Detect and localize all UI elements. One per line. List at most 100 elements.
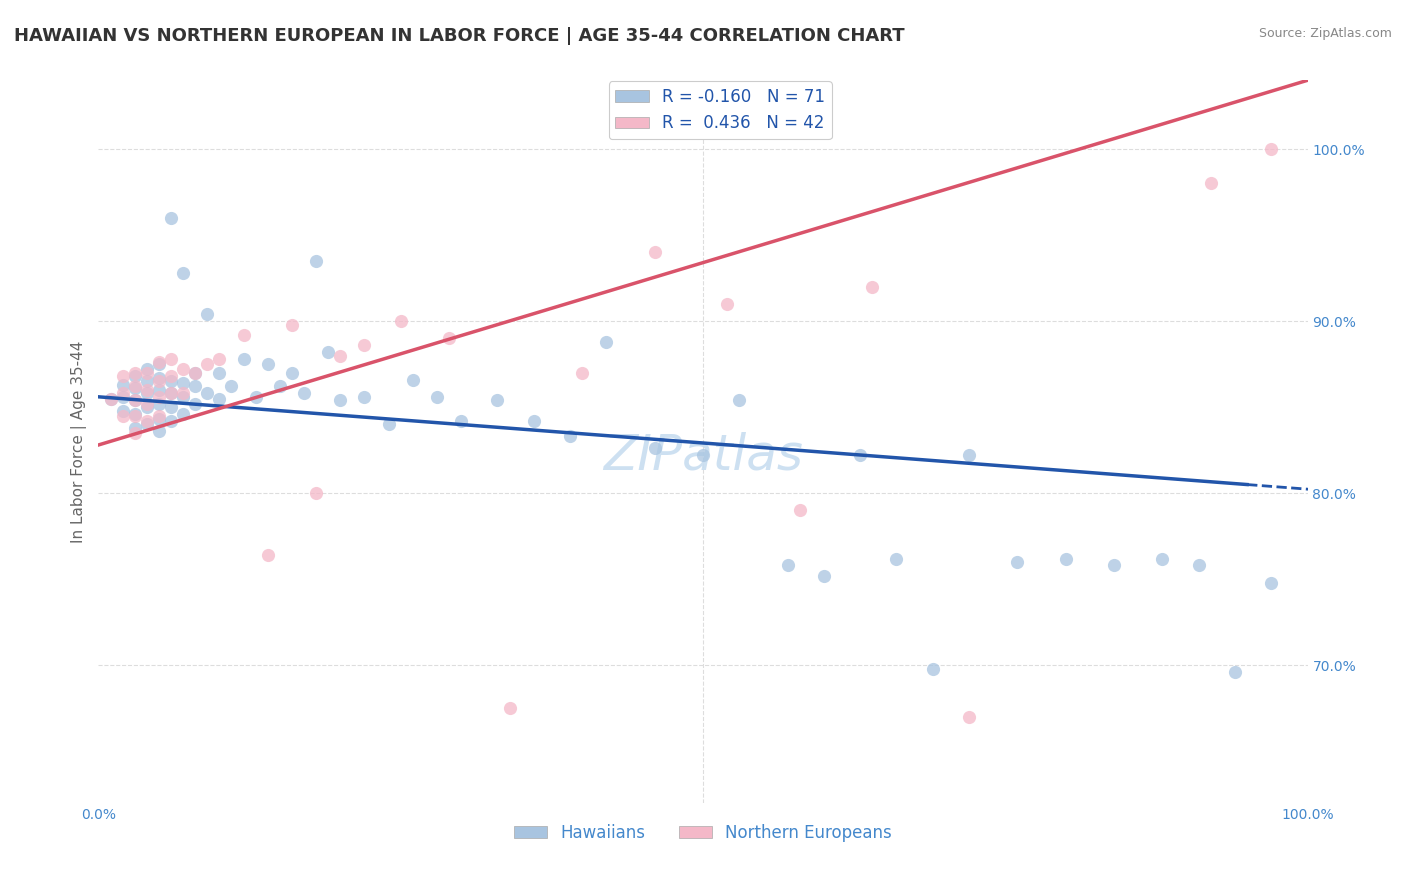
Point [148,375,170,389]
Point [160,386,183,401]
Point [124,393,146,408]
Point [595,334,617,349]
Point [160,414,183,428]
Point [716,297,738,311]
Point [789,503,811,517]
Point [135,400,157,414]
Point [450,414,472,428]
Point [184,366,207,380]
Point [148,412,170,426]
Point [571,366,593,380]
Point [124,421,146,435]
Point [100,392,122,406]
Point [644,245,666,260]
Point [232,327,254,342]
Point [860,279,883,293]
Point [124,409,146,423]
Point [195,307,218,321]
Point [148,371,170,385]
Point [135,414,157,428]
Point [437,331,460,345]
Point [329,349,352,363]
Point [111,377,134,392]
Point [486,393,509,408]
Point [221,379,243,393]
Point [316,345,339,359]
Point [208,392,231,406]
Point [644,442,666,456]
Point [135,397,157,411]
Text: ZIPatlas: ZIPatlas [603,432,803,480]
Point [111,409,134,423]
Point [886,551,908,566]
Point [305,254,328,268]
Point [558,429,581,443]
Point [135,386,157,401]
Point [160,211,183,225]
Point [305,486,328,500]
Point [160,400,183,414]
Text: HAWAIIAN VS NORTHERN EUROPEAN IN LABOR FORCE | AGE 35-44 CORRELATION CHART: HAWAIIAN VS NORTHERN EUROPEAN IN LABOR F… [14,27,904,45]
Point [148,397,170,411]
Point [184,397,207,411]
Point [1054,551,1077,566]
Point [124,407,146,421]
Point [111,390,134,404]
Point [172,266,194,280]
Point [124,425,146,440]
Point [256,548,278,562]
Point [172,407,194,421]
Point [195,357,218,371]
Point [195,386,218,401]
Point [921,662,943,676]
Point [160,375,183,389]
Point [269,379,291,393]
Point [256,357,278,371]
Point [1007,555,1029,569]
Point [957,710,980,724]
Point [292,386,315,401]
Point [208,366,231,380]
Point [232,351,254,366]
Point [281,366,304,380]
Point [148,409,170,423]
Point [124,369,146,384]
Point [111,403,134,417]
Point [1260,142,1282,156]
Point [135,383,157,397]
Text: Source: ZipAtlas.com: Source: ZipAtlas.com [1258,27,1392,40]
Point [353,338,375,352]
Point [135,375,157,389]
Point [111,386,134,401]
Point [498,701,520,715]
Point [776,558,799,573]
Point [172,376,194,390]
Point [813,568,835,582]
Point [148,355,170,369]
Legend: Hawaiians, Northern Europeans: Hawaiians, Northern Europeans [508,817,898,848]
Point [160,351,183,366]
Point [849,448,872,462]
Point [135,417,157,432]
Point [124,379,146,393]
Y-axis label: In Labor Force | Age 35-44: In Labor Force | Age 35-44 [72,341,87,542]
Point [389,314,412,328]
Point [135,366,157,380]
Point [1102,558,1125,573]
Point [100,392,122,406]
Point [1199,177,1222,191]
Point [523,414,546,428]
Point [329,393,352,408]
Point [124,381,146,395]
Point [1188,558,1211,573]
Point [1152,551,1174,566]
Point [377,417,399,432]
Point [148,424,170,438]
Point [124,366,146,380]
Point [148,357,170,371]
Point [692,448,714,462]
Point [426,390,449,404]
Point [728,393,751,408]
Point [1260,575,1282,590]
Point [208,351,231,366]
